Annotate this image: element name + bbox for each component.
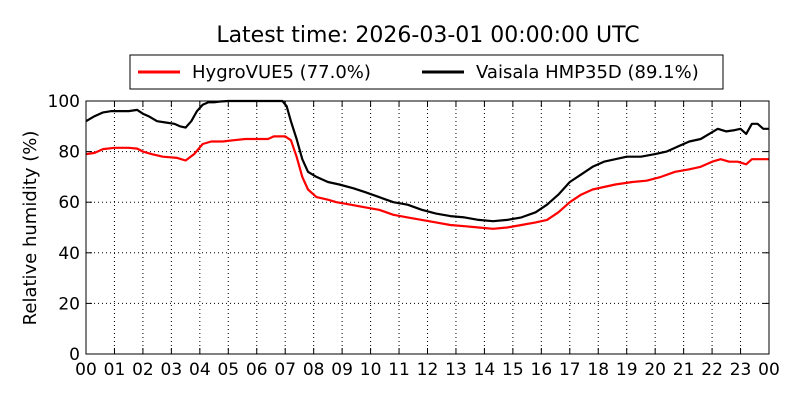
x-tick-label: 20 bbox=[644, 360, 666, 380]
x-tick-label: 11 bbox=[388, 360, 410, 380]
x-tick-label: 18 bbox=[587, 360, 609, 380]
grid bbox=[86, 101, 769, 354]
x-tick-label: 15 bbox=[502, 360, 524, 380]
x-tick-label: 17 bbox=[559, 360, 581, 380]
x-tick-label: 10 bbox=[360, 360, 382, 380]
chart-title: Latest time: 2026-03-01 00:00:00 UTC bbox=[216, 23, 639, 48]
y-tick-label: 60 bbox=[58, 193, 80, 213]
y-tick-label: 100 bbox=[48, 92, 80, 112]
x-tick-label: 06 bbox=[246, 360, 268, 380]
x-tick-label: 04 bbox=[189, 360, 211, 380]
y-tick-label: 20 bbox=[58, 294, 80, 314]
x-tick-label: 08 bbox=[303, 360, 325, 380]
x-tick-label: 02 bbox=[132, 360, 154, 380]
series-layer bbox=[85, 99, 769, 230]
x-tick-label: 23 bbox=[730, 360, 752, 380]
x-tick-label: 19 bbox=[616, 360, 638, 380]
x-tick-label: 22 bbox=[701, 360, 723, 380]
series-line-vaisala bbox=[85, 99, 769, 223]
legend: HygroVUE5 (77.0%) Vaisala HMP35D (89.1%) bbox=[129, 54, 724, 90]
y-axis-ticks: 0 20 40 60 80 100 bbox=[48, 92, 769, 365]
y-tick-label: 40 bbox=[58, 244, 80, 264]
x-tick-label: 01 bbox=[104, 360, 126, 380]
legend-label-vaisala: Vaisala HMP35D (89.1%) bbox=[476, 62, 699, 83]
x-tick-label: 05 bbox=[217, 360, 239, 380]
x-tick-label: 12 bbox=[417, 360, 439, 380]
x-tick-label: 16 bbox=[531, 360, 553, 380]
x-tick-label: 13 bbox=[445, 360, 467, 380]
y-tick-label: 80 bbox=[58, 143, 80, 163]
plot-frame bbox=[85, 100, 770, 355]
x-tick-label: 09 bbox=[331, 360, 353, 380]
x-tick-label: 00 bbox=[758, 360, 780, 380]
x-axis-ticks: 00 01 02 03 04 05 06 07 08 09 10 11 12 13 14 15 16 17 18 19… bbox=[75, 101, 780, 380]
y-tick-label: 0 bbox=[69, 345, 80, 365]
y-axis-label: Relative humidity (%) bbox=[20, 131, 41, 326]
series-line-hygrovue5 bbox=[85, 135, 769, 230]
x-tick-label: 14 bbox=[474, 360, 496, 380]
x-tick-label: 00 bbox=[75, 360, 97, 380]
x-tick-label: 21 bbox=[673, 360, 695, 380]
legend-label-hygrovue5: HygroVUE5 (77.0%) bbox=[192, 62, 371, 83]
x-tick-label: 03 bbox=[161, 360, 183, 380]
x-tick-label: 07 bbox=[274, 360, 296, 380]
